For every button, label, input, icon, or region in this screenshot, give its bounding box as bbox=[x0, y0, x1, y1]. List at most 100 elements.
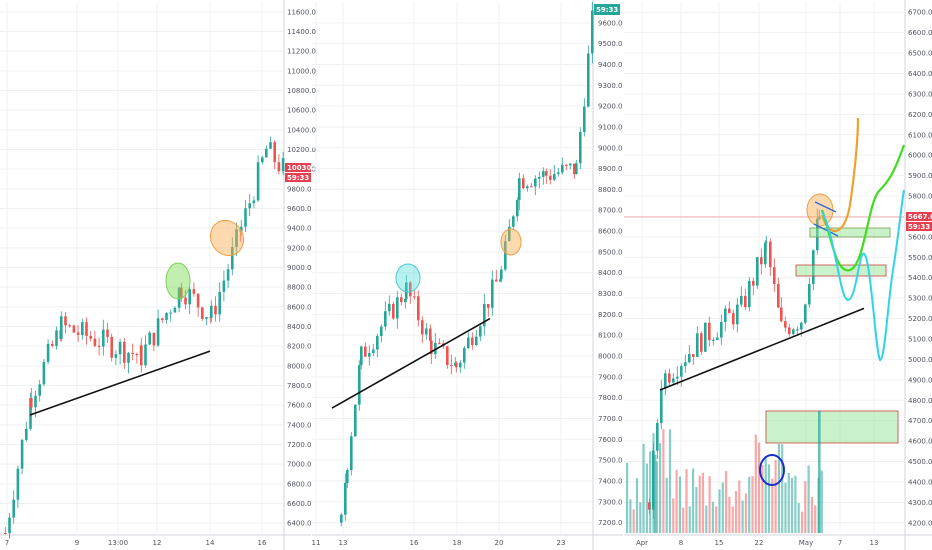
volume-bar bbox=[659, 443, 662, 533]
candle-body bbox=[534, 178, 537, 187]
candle-body bbox=[463, 348, 466, 363]
y-tick-label: 10800.0 bbox=[287, 87, 316, 95]
x-tick-label: 11 bbox=[312, 539, 321, 547]
y-tick-label: 9600.0 bbox=[287, 205, 312, 213]
candle-body bbox=[68, 325, 71, 327]
volume-bar bbox=[635, 477, 639, 533]
volume-bar bbox=[771, 478, 774, 533]
volume-bar bbox=[626, 462, 629, 533]
x-tick-label: 16 bbox=[258, 539, 267, 547]
candle-body bbox=[34, 395, 37, 408]
candle-body bbox=[557, 172, 560, 175]
candle-body bbox=[140, 345, 143, 366]
volume-bar bbox=[777, 443, 780, 533]
candle-body bbox=[512, 216, 515, 227]
candle-body bbox=[358, 365, 361, 405]
volume-bar bbox=[791, 477, 794, 533]
candle-body bbox=[184, 297, 187, 305]
volume-bar bbox=[642, 443, 645, 533]
candle-body bbox=[704, 322, 707, 352]
candle-body bbox=[542, 171, 545, 177]
y-tick-label: 6600.0 bbox=[287, 500, 312, 508]
candle-body bbox=[405, 282, 408, 299]
countdown-tag bbox=[594, 4, 620, 15]
y-tick-label: 4500.0 bbox=[908, 458, 932, 466]
volume-bar bbox=[744, 493, 747, 533]
blue-line bbox=[814, 201, 837, 213]
candle-body bbox=[196, 293, 200, 308]
candle-body bbox=[756, 257, 759, 286]
y-tick-label: 4700.0 bbox=[908, 417, 932, 425]
candle-body bbox=[161, 318, 164, 321]
candle-body bbox=[102, 329, 105, 347]
trendline bbox=[331, 317, 491, 409]
y-tick-label: 8300.0 bbox=[598, 290, 623, 298]
candle-body bbox=[376, 336, 379, 350]
volume-bar bbox=[751, 476, 754, 533]
candle-body bbox=[676, 376, 679, 379]
candle-body bbox=[575, 163, 578, 175]
candle-body bbox=[409, 282, 412, 297]
last-price-tag bbox=[906, 212, 932, 221]
candle-body bbox=[413, 296, 416, 298]
candle-body bbox=[354, 404, 357, 437]
y-tick-label: 9200.0 bbox=[287, 244, 312, 252]
candle-body bbox=[118, 341, 122, 355]
candle-body bbox=[712, 339, 715, 341]
candle-body bbox=[684, 362, 687, 367]
candle-body bbox=[205, 317, 208, 319]
y-tick-label: 11600.0 bbox=[287, 8, 316, 16]
y-tick-label: 11400.0 bbox=[287, 28, 316, 36]
x-tick-label: 22 bbox=[755, 539, 764, 547]
candle-body bbox=[475, 336, 478, 346]
volume-zone-box bbox=[765, 410, 899, 444]
x-tick-label: 23 bbox=[557, 539, 566, 547]
volume-bar bbox=[678, 476, 681, 533]
volume-bar bbox=[800, 511, 804, 533]
candle-body bbox=[340, 514, 343, 523]
y-tick-label: 4200.0 bbox=[908, 519, 932, 527]
candle-body bbox=[106, 329, 109, 337]
highlight-circle-green bbox=[165, 262, 191, 300]
volume-bar bbox=[675, 469, 678, 533]
candle-body bbox=[55, 330, 58, 346]
y-tick-label: 9000.0 bbox=[598, 144, 623, 152]
volume-bar bbox=[764, 456, 767, 533]
candle-body bbox=[804, 304, 807, 323]
countdown-label: 59:33 bbox=[596, 6, 618, 14]
y-tick-label: 6400.0 bbox=[287, 520, 312, 528]
candle-body bbox=[591, 10, 594, 54]
y-tick-label: 9600.0 bbox=[598, 19, 623, 27]
volume-bar bbox=[741, 500, 744, 533]
candle-body bbox=[218, 291, 221, 315]
candle-body bbox=[110, 336, 113, 358]
candle-body bbox=[708, 322, 711, 341]
x-tick-label: Apr bbox=[636, 539, 648, 547]
candle-body bbox=[400, 297, 403, 303]
x-tick-label: May bbox=[799, 539, 813, 547]
candle-body bbox=[808, 283, 811, 305]
candle-body bbox=[226, 269, 230, 281]
volume-bar bbox=[698, 475, 701, 533]
volume-bar bbox=[682, 507, 685, 533]
y-tick-label: 7500.0 bbox=[598, 457, 623, 465]
candle-body bbox=[777, 284, 780, 308]
x-tick-label: 7 bbox=[5, 539, 9, 547]
candle-body bbox=[368, 353, 371, 357]
y-tick-label: 5800.0 bbox=[908, 193, 932, 201]
candle-body bbox=[700, 333, 703, 352]
candle-body bbox=[487, 304, 490, 308]
candle-body bbox=[384, 311, 387, 327]
zone-box-top bbox=[809, 227, 891, 238]
volume-bar bbox=[685, 469, 688, 533]
candle-body bbox=[660, 388, 663, 423]
volume-bar bbox=[738, 480, 741, 533]
volume-bar bbox=[695, 487, 698, 533]
candle-body bbox=[495, 279, 498, 282]
volume-bar bbox=[734, 491, 738, 533]
candle-body bbox=[491, 279, 494, 308]
volume-bar bbox=[731, 506, 734, 533]
y-tick-label: 8200.0 bbox=[287, 343, 312, 351]
candle-body bbox=[235, 229, 238, 248]
